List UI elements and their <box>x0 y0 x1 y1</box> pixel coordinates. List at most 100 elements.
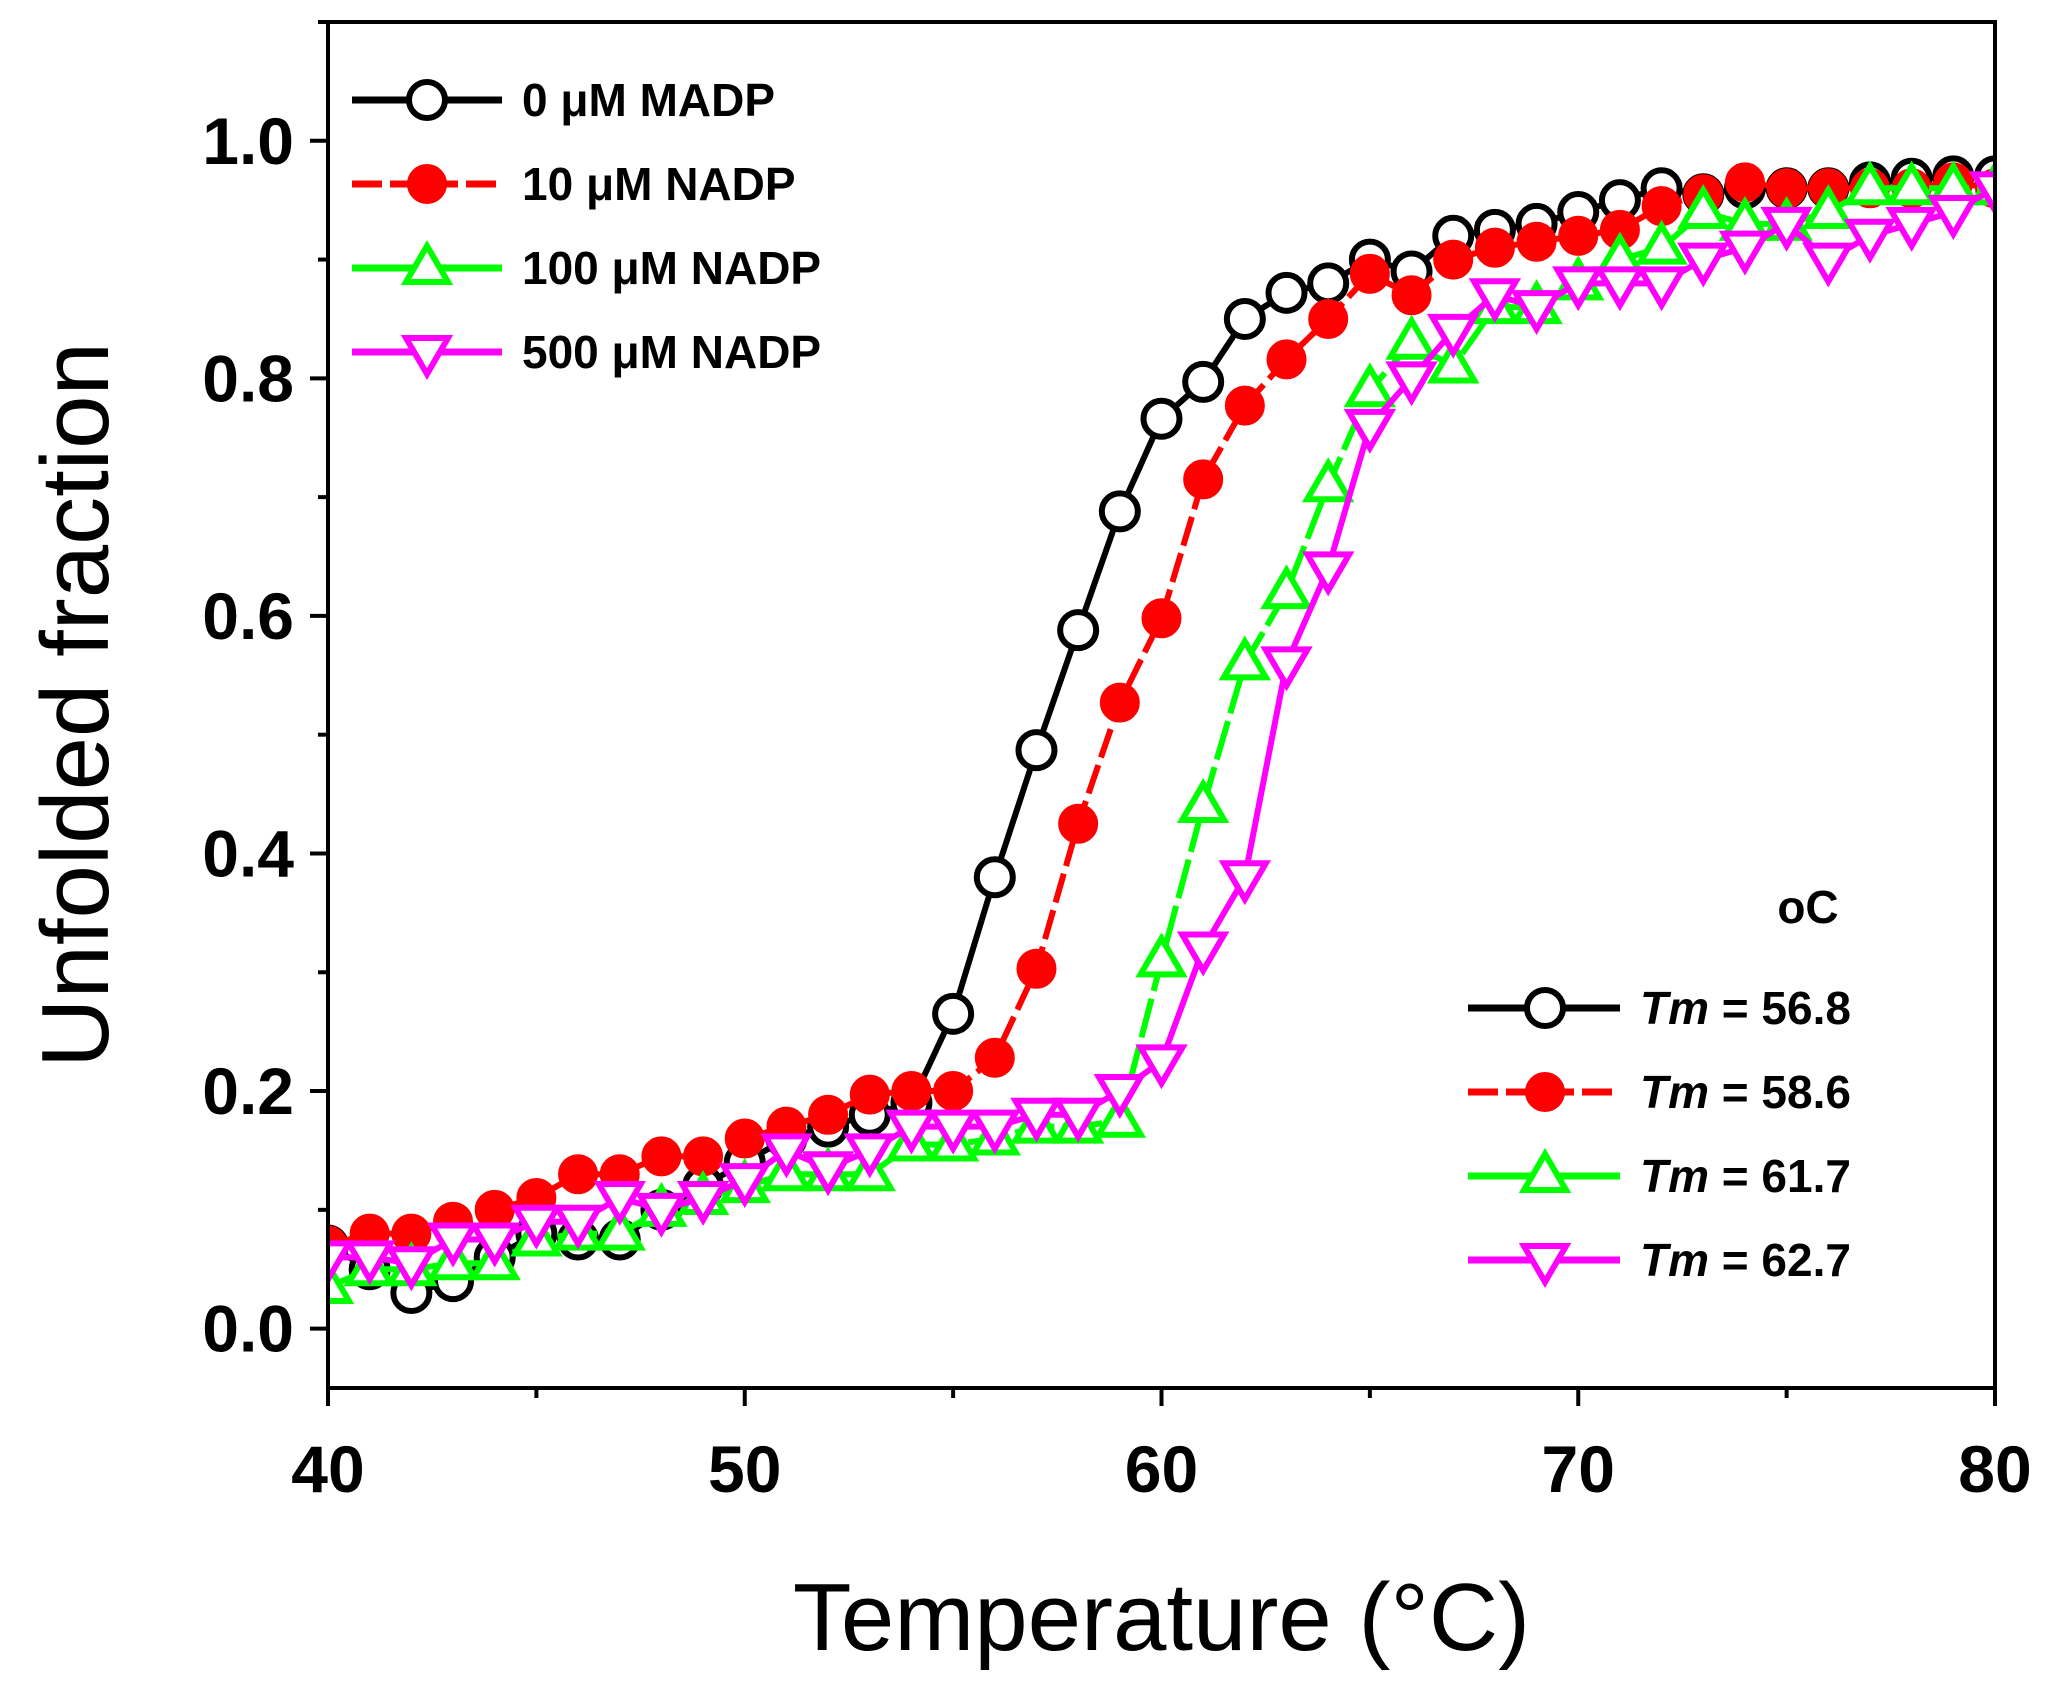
x-tick-label: 60 <box>1125 1432 1198 1506</box>
data-point <box>1098 490 1141 533</box>
data-point <box>968 1109 1022 1155</box>
data-point <box>474 1189 515 1230</box>
data-point <box>1010 1097 1063 1143</box>
data-point <box>1635 219 1688 265</box>
y-tick-label: 0.6 <box>202 579 294 653</box>
legend-label: 0 μM MADP <box>522 74 775 126</box>
data-point <box>1433 239 1474 280</box>
data-point <box>1135 1044 1188 1090</box>
data-point <box>593 1205 646 1251</box>
data-point <box>1516 221 1557 262</box>
data-point <box>1760 206 1813 252</box>
y-tick-label: 1.0 <box>202 104 294 178</box>
data-point <box>1266 339 1307 380</box>
tm-value: = 62.7 <box>1709 1234 1851 1286</box>
legend-marker <box>406 79 448 121</box>
data-point <box>1016 948 1057 989</box>
x-tick-label: 50 <box>708 1432 781 1506</box>
data-point <box>426 1222 480 1268</box>
data-point <box>635 1192 688 1238</box>
data-point <box>891 1071 932 1112</box>
data-point <box>1385 361 1438 407</box>
tm-legend-entry: Tm = 56.8 <box>1468 982 1851 1034</box>
legend-label: 10 μM NADP <box>522 158 796 210</box>
data-point <box>1218 860 1272 906</box>
x-tick-label: 40 <box>291 1432 364 1506</box>
data-point <box>724 1118 765 1159</box>
data-point <box>1885 160 1938 206</box>
x-tick-label: 80 <box>1958 1432 2031 1506</box>
data-point <box>1349 253 1390 294</box>
data-point <box>343 1240 396 1286</box>
data-point <box>1140 397 1183 440</box>
data-point <box>1265 271 1308 314</box>
tm-legend-label: Tm = 58.6 <box>1640 1066 1851 1118</box>
tm-legend-marker <box>1525 1072 1565 1112</box>
data-point <box>1552 266 1605 312</box>
data-point <box>932 992 975 1035</box>
tm-legend-entry: Tm = 62.7 <box>1468 1234 1851 1288</box>
tm-legend-label: Tm = 62.7 <box>1640 1234 1851 1286</box>
data-point <box>510 1204 563 1250</box>
data-point <box>1183 459 1224 500</box>
data-point <box>683 1136 724 1177</box>
y-tick-label: 0.8 <box>202 341 294 415</box>
data-point <box>1307 262 1350 305</box>
x-axis-title: Temperature (°C) <box>793 1564 1530 1671</box>
data-point <box>1057 609 1100 652</box>
data-point <box>1677 242 1730 288</box>
data-point <box>593 1180 646 1226</box>
data-point <box>1218 635 1272 681</box>
data-point <box>801 1151 855 1197</box>
data-point <box>1182 360 1225 403</box>
data-point <box>328 1240 355 1286</box>
legend-marker <box>407 164 447 204</box>
y-tick-label: 0.0 <box>202 1292 294 1366</box>
data-point <box>1260 646 1313 692</box>
data-point <box>760 1133 813 1179</box>
data-point <box>808 1094 849 1135</box>
data-point <box>1015 729 1058 772</box>
data-point <box>1135 932 1188 978</box>
legend-entry: 100 μM NADP <box>352 240 821 294</box>
tm-legend-marker <box>1518 1148 1572 1193</box>
data-point <box>1968 171 1995 217</box>
tm-legend-marker <box>1524 987 1566 1029</box>
tm-symbol: Tm <box>1640 1066 1709 1118</box>
data-point <box>1093 1074 1147 1119</box>
data-point <box>1718 230 1772 276</box>
data-point <box>1885 206 1938 252</box>
legend-entry: 0 μM MADP <box>352 74 775 126</box>
data-point <box>1301 457 1355 503</box>
data-point <box>885 1109 938 1155</box>
tm-symbol: Tm <box>1640 982 1709 1034</box>
data-point <box>1641 186 1682 227</box>
data-point <box>973 856 1016 899</box>
x-tick-label: 70 <box>1542 1432 1615 1506</box>
data-point <box>558 1154 599 1195</box>
data-point <box>1474 227 1515 268</box>
data-point <box>1677 184 1730 230</box>
tm-symbol: Tm <box>1640 1150 1709 1202</box>
data-point <box>1224 385 1265 426</box>
data-point <box>1635 266 1688 312</box>
tm-legend-label: Tm = 61.7 <box>1640 1150 1851 1202</box>
data-point <box>849 1074 890 1115</box>
data-point <box>468 1222 521 1268</box>
data-point <box>1468 278 1522 324</box>
data-point <box>1802 242 1855 288</box>
data-point <box>1099 682 1140 723</box>
data-point <box>1593 266 1647 312</box>
data-point <box>974 1037 1015 1078</box>
tm-legend-entry: Tm = 61.7 <box>1468 1148 1851 1202</box>
data-point <box>1843 160 1897 206</box>
data-point <box>1260 564 1313 610</box>
tm-legend-label: Tm = 56.8 <box>1640 982 1851 1034</box>
tm-unit-label: oC <box>1777 881 1838 933</box>
data-point <box>933 1071 974 1112</box>
data-point <box>1385 314 1438 360</box>
data-point <box>1427 338 1480 384</box>
data-point <box>1558 215 1599 256</box>
data-point <box>1510 290 1563 336</box>
